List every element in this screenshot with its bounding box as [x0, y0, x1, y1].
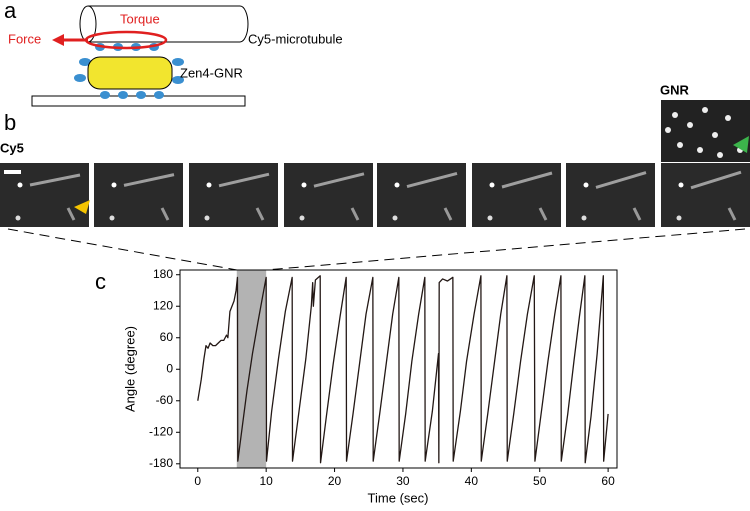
spot	[17, 182, 23, 188]
gnr-spot	[697, 147, 703, 153]
micrograph	[284, 163, 373, 227]
x-tick-label: 60	[601, 474, 615, 488]
spot	[487, 215, 493, 221]
microtubule-signal	[313, 172, 365, 188]
spot	[676, 215, 682, 221]
gnr-spot	[717, 152, 723, 158]
y-tick-label: 120	[153, 298, 173, 312]
rod-signal	[727, 207, 737, 221]
x-axis-label: Time (sec)	[368, 490, 429, 505]
gnr-label: GNR	[660, 82, 690, 97]
spot	[394, 182, 400, 188]
rod-signal	[350, 207, 360, 221]
gnr-spot	[665, 127, 671, 133]
x-tick-label: 40	[465, 474, 479, 488]
microtubule-label: Cy5-microtubule	[248, 31, 343, 46]
micrograph	[189, 163, 278, 227]
y-tick-label: 60	[160, 330, 174, 344]
rod-signal	[160, 207, 170, 221]
yellow-arrowhead	[74, 200, 90, 214]
micrograph	[94, 163, 183, 227]
spot	[392, 215, 398, 221]
rod-signal	[443, 207, 453, 221]
y-tick-label: -60	[156, 393, 174, 407]
rod-signal	[632, 207, 642, 221]
spot	[15, 215, 21, 221]
gnr-spot	[712, 132, 718, 138]
spot	[489, 182, 495, 188]
y-tick-label: -180	[149, 456, 173, 470]
spot	[678, 182, 684, 188]
microtubule-signal	[595, 171, 647, 189]
micrograph	[377, 163, 466, 227]
spot	[583, 182, 589, 188]
green-arrowhead	[733, 136, 749, 153]
gnr-spot	[702, 107, 708, 113]
x-tick-label: 10	[259, 474, 273, 488]
micrograph	[472, 163, 561, 227]
microtubule-signal	[690, 170, 742, 190]
y-tick-label: 0	[166, 361, 173, 375]
spot	[206, 182, 212, 188]
zoom-line	[7, 228, 238, 271]
gnr-spot	[672, 112, 678, 118]
scale-bar	[4, 170, 21, 174]
zoom-line	[265, 228, 746, 271]
force-arrowhead	[52, 34, 64, 46]
x-tick-label: 30	[396, 474, 410, 488]
gnr-spot	[725, 115, 731, 121]
x-tick-label: 0	[194, 474, 201, 488]
rod-signal	[66, 207, 76, 221]
spot	[301, 182, 307, 188]
y-axis-label: Angle (degree)	[122, 326, 137, 412]
spot	[111, 182, 117, 188]
cy5-label: Cy5	[0, 140, 24, 155]
x-tick-label: 50	[533, 474, 547, 488]
rod-signal	[538, 207, 548, 221]
spot	[581, 215, 587, 221]
x-tick-label: 20	[328, 474, 342, 488]
microtubule-signal	[501, 171, 553, 189]
micrographs	[0, 100, 750, 227]
microtubule-signal	[123, 173, 175, 187]
y-tick-label: 180	[153, 267, 173, 281]
nanorod	[74, 43, 184, 99]
microtubule-signal	[406, 171, 458, 189]
data-line	[197, 275, 609, 464]
spot	[204, 215, 210, 221]
gnr-spot	[687, 122, 693, 128]
spot	[109, 215, 115, 221]
force-label: Force	[8, 31, 41, 46]
panel-label: b	[4, 110, 16, 135]
panel-label: c	[95, 269, 106, 294]
panel-label: a	[4, 0, 17, 23]
gnr-spot	[677, 142, 683, 148]
microtubule-signal	[218, 172, 270, 188]
y-tick-label: -120	[149, 424, 173, 438]
rod-signal	[255, 207, 265, 221]
microtubule-signal	[29, 173, 81, 187]
spot	[299, 215, 305, 221]
nanorod-label: Zen4-GNR	[180, 65, 243, 80]
torque-label: Torque	[120, 11, 160, 26]
